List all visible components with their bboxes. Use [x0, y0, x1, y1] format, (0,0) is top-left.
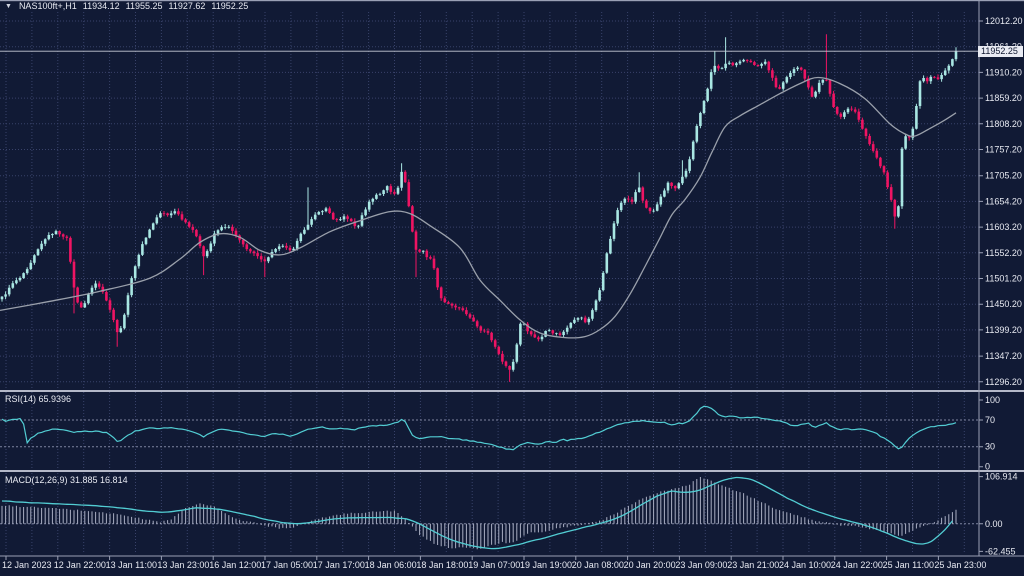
time-axis-label: 12 Jan 2023 — [2, 560, 52, 570]
price-axis-label: 11808.20 — [985, 119, 1022, 129]
price-axis-label: 12012.20 — [985, 16, 1023, 26]
price-axis-label: 11757.20 — [985, 145, 1022, 155]
price-axis-label: 11450.20 — [985, 299, 1022, 309]
time-axis-label: 25 Jan 11:00 — [883, 560, 934, 570]
ohlc-high-value: 11955.25 — [125, 1, 163, 11]
grid-lines — [0, 12, 979, 553]
time-axis-label: 24 Jan 10:00 — [779, 560, 831, 570]
price-axis-label: 11859.20 — [985, 93, 1022, 103]
price-axis-label: 11296.20 — [985, 377, 1022, 387]
axis-ticks — [5, 20, 983, 560]
chart-header: ▼ NAS100ft+,H1 11934.12 11955.25 11927.6… — [5, 1, 248, 11]
time-axis-label: 17 Jan 05:00 — [261, 560, 313, 570]
price-axis-label: 11910.20 — [985, 67, 1022, 77]
top-border — [0, 0, 1024, 2]
time-axis-label: 13 Jan 23:00 — [157, 560, 209, 570]
rsi-separator — [0, 390, 1024, 392]
time-axis-label: 13 Jan 11:00 — [106, 560, 157, 570]
time-axis-label: 12 Jan 22:00 — [54, 560, 106, 570]
price-axis-label: 11347.20 — [985, 351, 1022, 361]
time-axis-label: 23 Jan 09:00 — [675, 560, 727, 570]
rsi-axis-label: 0 — [985, 462, 990, 472]
rsi-axis-label: 70 — [985, 415, 995, 425]
time-axis-label: 23 Jan 21:00 — [727, 560, 779, 570]
bull-candle-wicks — [1, 37, 957, 372]
macd-signal-line — [1, 476, 953, 550]
bear-candle-bodies — [58, 59, 940, 370]
time-axis-label: 25 Jan 23:00 — [934, 560, 986, 570]
bull-candle-bodies — [0, 51, 958, 370]
price-axis-label: 11654.20 — [985, 196, 1022, 206]
rsi-indicator-label: RSI(14) 65.9396 — [5, 394, 72, 404]
chart-collapse-icon[interactable]: ▼ — [5, 2, 12, 10]
time-axis-label: 18 Jan 18:00 — [416, 560, 468, 570]
macd-axis-label: -62.455 — [985, 546, 1016, 556]
time-axis-label: 20 Jan 20:00 — [624, 560, 676, 570]
time-axis-label: 18 Jan 06:00 — [365, 560, 417, 570]
rsi-line — [1, 405, 957, 451]
time-axis-label: 24 Jan 22:00 — [831, 560, 883, 570]
macd-separator — [0, 470, 1024, 472]
macd-indicator-label: MACD(12,26,9) 31.885 16.814 — [5, 475, 128, 485]
price-axis-label: 11399.20 — [985, 325, 1022, 335]
ohlc-low-value: 11927.62 — [168, 1, 206, 11]
time-axis-label: 20 Jan 08:00 — [572, 560, 624, 570]
current-price-tag: 11952.25 — [978, 45, 1023, 57]
ohlc-close-value: 11952.25 — [211, 1, 249, 11]
rsi-axis-label: 100 — [985, 395, 1000, 405]
price-axis-label: 11501.20 — [985, 274, 1022, 284]
macd-axis-label: 106.914 — [985, 472, 1018, 482]
price-axis-label: 11603.20 — [985, 222, 1022, 232]
indicator-level-lines — [0, 419, 979, 525]
symbol-period-label: NAS100ft+,H1 — [18, 1, 77, 11]
ohlc-open-value: 11934.12 — [82, 1, 120, 11]
time-axis-label: 19 Jan 19:00 — [520, 560, 572, 570]
moving-average-line — [0, 76, 957, 339]
price-axis-label: 11705.20 — [985, 171, 1022, 181]
macd-histogram — [1, 477, 957, 550]
rsi-axis-label: 30 — [985, 442, 995, 452]
time-axis-label: 17 Jan 17:00 — [313, 560, 365, 570]
time-axis-label: 16 Jan 12:00 — [209, 560, 261, 570]
macd-axis-label: 0.00 — [985, 519, 1003, 529]
time-axis-label: 19 Jan 07:00 — [468, 560, 520, 570]
price-axis-label: 11552.20 — [985, 248, 1022, 258]
